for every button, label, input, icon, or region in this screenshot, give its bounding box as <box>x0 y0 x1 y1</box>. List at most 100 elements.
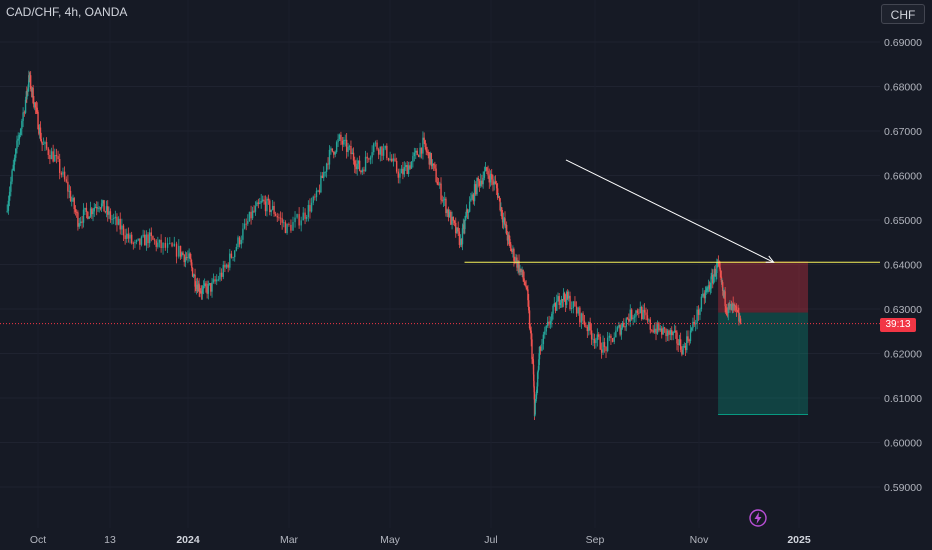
candle-body <box>354 160 356 167</box>
candle-body <box>389 158 391 161</box>
candle-body <box>193 274 195 277</box>
candle-body <box>467 211 470 213</box>
candle-body <box>309 205 311 212</box>
candle-body <box>528 300 530 311</box>
candle-body <box>574 301 576 307</box>
candle-body <box>711 275 713 277</box>
candle-body <box>483 171 486 178</box>
candle-body <box>582 313 584 321</box>
candle-body <box>182 252 184 255</box>
candle-body <box>586 326 589 332</box>
candle-body <box>476 177 478 195</box>
candle-body <box>410 161 413 169</box>
candle-body <box>403 167 406 175</box>
candle-body <box>526 287 528 290</box>
candle-body <box>351 152 353 155</box>
candle-body <box>415 150 417 153</box>
candle-body <box>693 321 695 325</box>
candle-body <box>266 198 268 212</box>
candle-body <box>230 253 233 258</box>
candle-body <box>321 175 324 179</box>
lightning-icon[interactable] <box>749 509 767 527</box>
candle-body <box>725 306 727 308</box>
candle-body <box>92 211 94 215</box>
candle-body <box>49 154 51 160</box>
candle-body <box>69 190 72 201</box>
candle-body <box>340 134 342 141</box>
candle-body <box>656 322 659 334</box>
candle-body <box>683 345 686 347</box>
candle-body <box>554 303 557 311</box>
candle-body <box>661 328 663 335</box>
candle-body <box>725 307 728 312</box>
candle-body <box>531 339 533 360</box>
candle-body <box>40 139 43 142</box>
candle-body <box>679 339 682 350</box>
candle-body <box>482 177 484 185</box>
currency-button[interactable]: CHF <box>881 4 925 24</box>
candle-body <box>687 336 689 341</box>
candle-body <box>517 260 519 268</box>
candle-body <box>219 272 221 280</box>
candle-body <box>552 305 554 314</box>
candle-body <box>44 141 46 145</box>
candle-body <box>122 225 125 236</box>
candle-body <box>460 238 463 245</box>
candle-body <box>153 239 156 241</box>
candle-body <box>81 221 83 223</box>
candle-body <box>97 208 99 210</box>
candle-body <box>714 268 716 277</box>
candle-body <box>89 208 92 217</box>
candle-body <box>22 112 24 121</box>
candle-body <box>715 273 717 277</box>
candle-body <box>337 139 339 143</box>
candle-body <box>87 211 89 219</box>
candle-body <box>91 208 93 215</box>
candle-body <box>499 198 501 211</box>
candle-body <box>537 369 539 373</box>
candle-body <box>600 349 603 353</box>
y-tick-label: 0.69000 <box>884 37 922 49</box>
candle-body <box>199 291 201 293</box>
candle-body <box>382 148 385 156</box>
candle-body <box>546 321 549 326</box>
candle-body <box>185 257 188 258</box>
candle-body <box>251 210 254 219</box>
candle-body <box>632 317 634 320</box>
candle-body <box>492 179 494 185</box>
candle-body <box>662 327 664 335</box>
candle-body <box>140 236 143 245</box>
candle-body <box>137 238 139 241</box>
candle-body <box>281 218 283 223</box>
candle-body <box>533 392 536 400</box>
candle-body <box>57 156 59 160</box>
candle-body <box>505 224 508 235</box>
candle-body <box>312 196 314 203</box>
candle-body <box>217 279 220 281</box>
candle-body <box>477 177 479 181</box>
candle-body <box>34 102 37 108</box>
candle-body <box>274 213 277 216</box>
candle-body <box>727 304 729 314</box>
candle-body <box>532 364 535 375</box>
candle-body <box>502 219 505 223</box>
candle-body <box>247 221 249 224</box>
candle-body <box>646 315 649 321</box>
candle-body <box>273 205 275 214</box>
candle-body <box>625 318 627 327</box>
x-tick-label: 2025 <box>787 534 811 546</box>
candle-body <box>175 243 178 257</box>
candle-body <box>524 281 526 286</box>
candle-body <box>479 180 482 186</box>
candle-body <box>181 252 183 257</box>
candle-body <box>323 172 325 179</box>
candle-body <box>356 163 358 170</box>
candle-body <box>261 199 264 201</box>
candle-body <box>566 291 569 299</box>
candle-body <box>447 209 450 218</box>
candle-body <box>440 183 442 200</box>
candle-body <box>665 328 667 337</box>
candle-body <box>73 198 75 210</box>
candle-body <box>669 330 672 335</box>
